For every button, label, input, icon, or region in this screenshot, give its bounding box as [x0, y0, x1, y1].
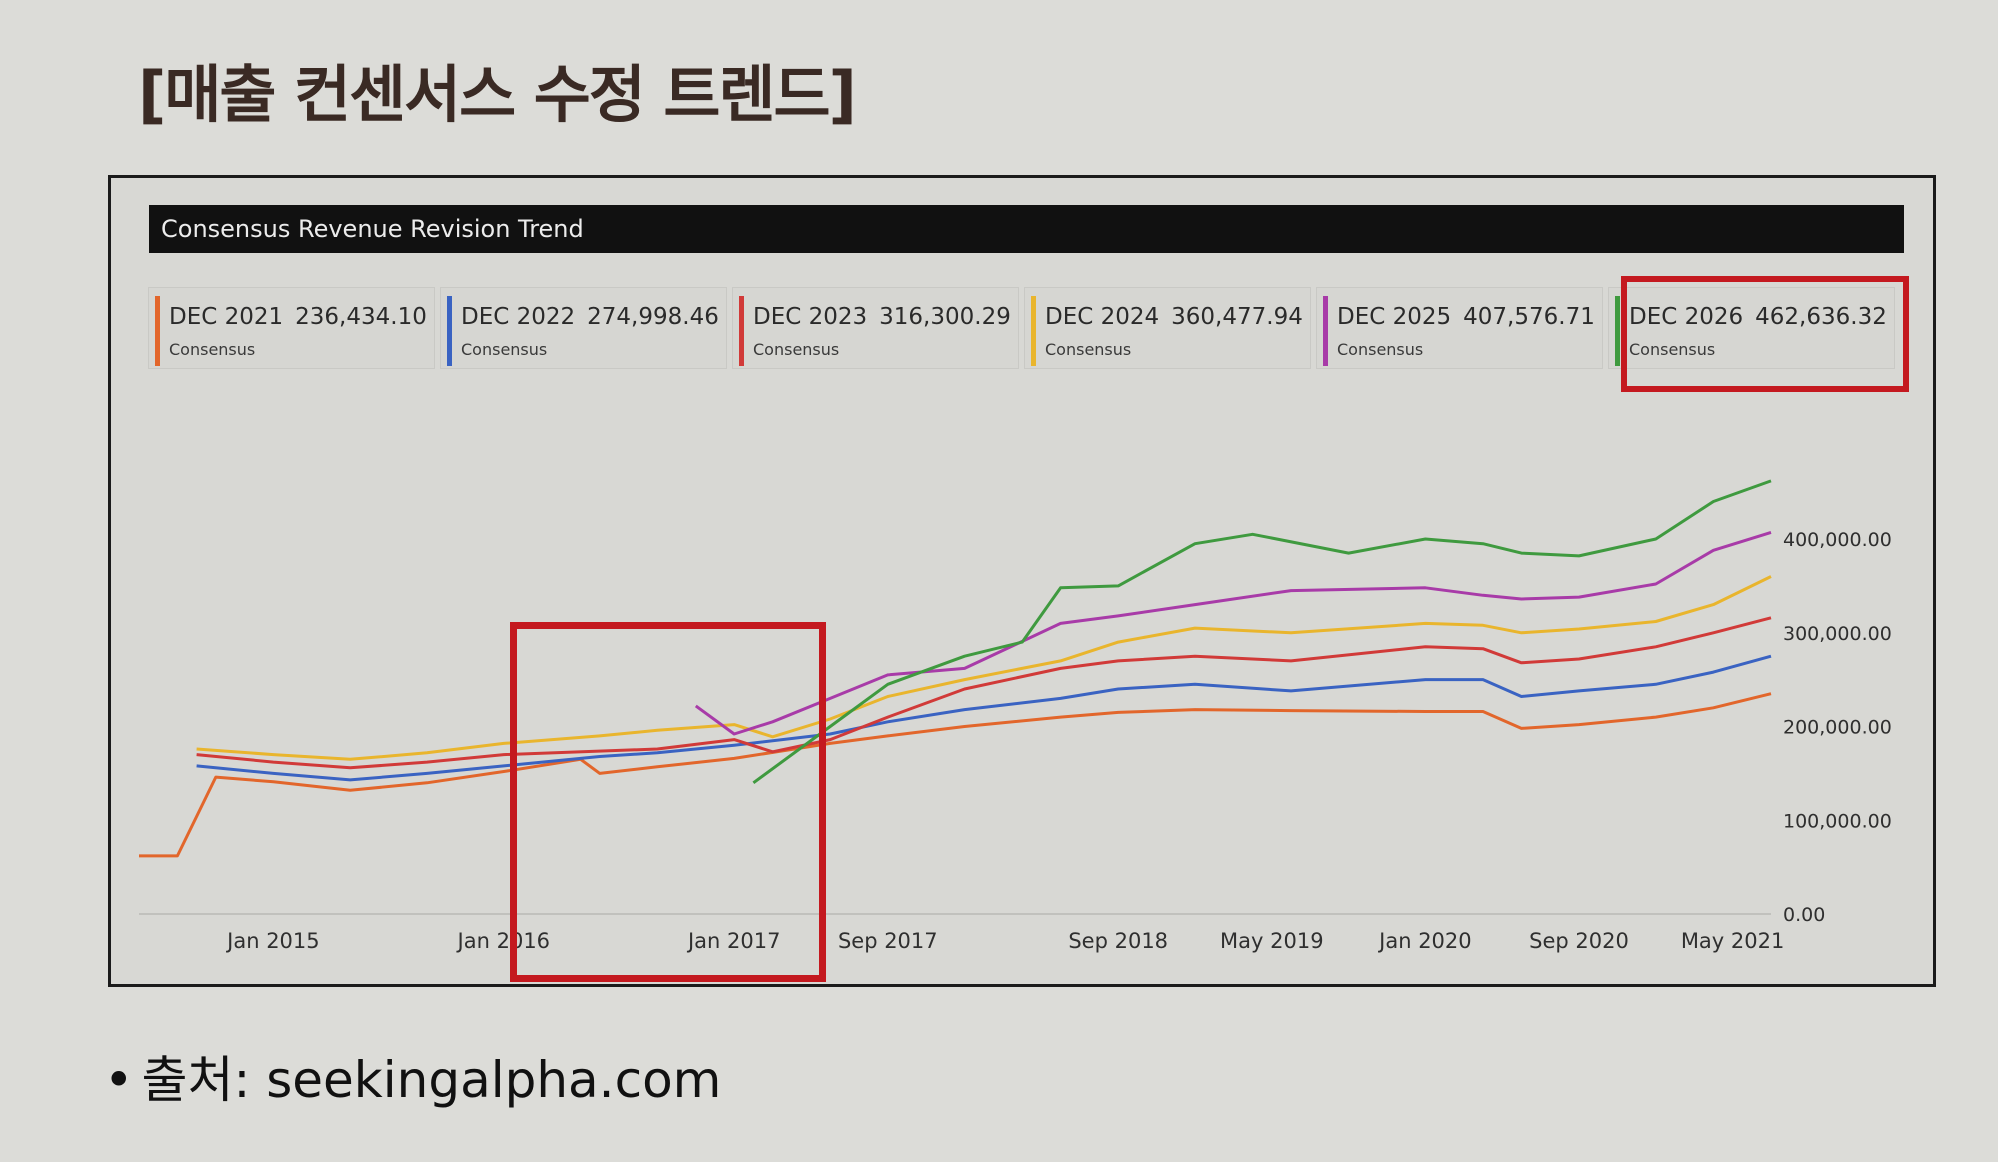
x-tick-label: Jan 2015	[225, 929, 320, 953]
chart-plot-area: 0.00 100,000.00 200,000.00 300,000.00 400,00…	[139, 479, 1892, 953]
legend-label: DEC 2023	[753, 304, 868, 330]
x-tick-label: Sep 2020	[1529, 929, 1629, 953]
x-tick-label: May 2019	[1220, 929, 1324, 953]
y-tick-label: 100,000.00	[1783, 810, 1892, 832]
legend-color-bar	[1323, 296, 1328, 366]
x-tick-label: Sep 2018	[1068, 929, 1168, 953]
legend-color-bar	[739, 296, 744, 366]
legend-color-bar	[1615, 296, 1620, 366]
highlight-box-2017	[510, 622, 826, 982]
legend-sub: Consensus	[169, 340, 256, 359]
legend-value: 360,477.94	[1171, 304, 1303, 330]
x-tick-label: May 2021	[1681, 929, 1785, 953]
legend-item-dec-2024[interactable]: DEC 2024 360,477.94 Consensus	[1025, 288, 1310, 368]
legend-sub: Consensus	[753, 340, 840, 359]
series-line-dec-2021	[139, 692, 1772, 858]
legend-item-dec-2022[interactable]: DEC 2022 274,998.46 Consensus	[441, 288, 726, 368]
legend-label: DEC 2024	[1045, 304, 1160, 330]
y-tick-label: 0.00	[1783, 904, 1825, 926]
legend-item-dec-2023[interactable]: DEC 2023 316,300.29 Consensus	[733, 288, 1018, 368]
x-tick-label: Sep 2017	[838, 929, 938, 953]
legend-sub: Consensus	[1337, 340, 1424, 359]
y-tick-labels: 0.00 100,000.00 200,000.00 300,000.00 400,00…	[1783, 529, 1892, 926]
legend-color-bar	[1031, 296, 1036, 366]
bullet-icon: •	[104, 1051, 134, 1109]
series-line-dec-2025	[694, 530, 1772, 736]
chart-frame: Consensus Revenue Revision Trend DEC 202…	[108, 175, 1936, 987]
legend-value: 407,576.71	[1463, 304, 1595, 330]
legend-value: 316,300.29	[879, 304, 1011, 330]
legend-color-bar	[155, 296, 160, 366]
legend-label: DEC 2021	[169, 304, 284, 330]
legend-sub: Consensus	[461, 340, 548, 359]
x-tick-labels: Jan 2015 Jan 2016 Jan 2017 Sep 2017 Sep 2018…	[225, 929, 1784, 953]
source-note: • 출처: seekingalpha.com	[104, 1040, 721, 1112]
series-layer	[139, 479, 1772, 858]
source-text: 출처: seekingalpha.com	[141, 1051, 722, 1109]
series-line-dec-2023	[196, 616, 1772, 770]
series-line-dec-2026	[752, 479, 1772, 785]
series-line-dec-2022	[196, 654, 1772, 782]
highlight-box-dec-2026	[1621, 276, 1909, 392]
x-tick-label: Jan 2016	[456, 929, 551, 953]
legend-item-dec-2025[interactable]: DEC 2025 407,576.71 Consensus	[1317, 288, 1602, 368]
legend-value: 462,636.32	[1755, 304, 1887, 330]
legend-sub: Consensus	[1045, 340, 1132, 359]
y-tick-label: 200,000.00	[1783, 717, 1892, 739]
legend-label: DEC 2026	[1629, 304, 1744, 330]
legend-item-dec-2026[interactable]: DEC 2026 462,636.32 Consensus	[1609, 288, 1894, 368]
x-tick-label: Jan 2017	[686, 929, 781, 953]
legend-value: 236,434.10	[295, 304, 427, 330]
legend-value: 274,998.46	[587, 304, 719, 330]
legend-color-bar	[447, 296, 452, 366]
chart-title: Consensus Revenue Revision Trend	[149, 205, 1904, 253]
legend-sub: Consensus	[1629, 340, 1716, 359]
y-tick-label: 300,000.00	[1783, 623, 1892, 645]
legend-label: DEC 2022	[461, 304, 576, 330]
page-title: [매출 컨센서스 수정 트렌드]	[138, 58, 857, 131]
x-tick-label: Jan 2020	[1377, 929, 1472, 953]
series-line-dec-2024	[196, 575, 1772, 761]
y-tick-label: 400,000.00	[1783, 529, 1892, 551]
legend-label: DEC 2025	[1337, 304, 1452, 330]
legend-item-dec-2021[interactable]: DEC 2021 236,434.10 Consensus	[149, 288, 434, 368]
